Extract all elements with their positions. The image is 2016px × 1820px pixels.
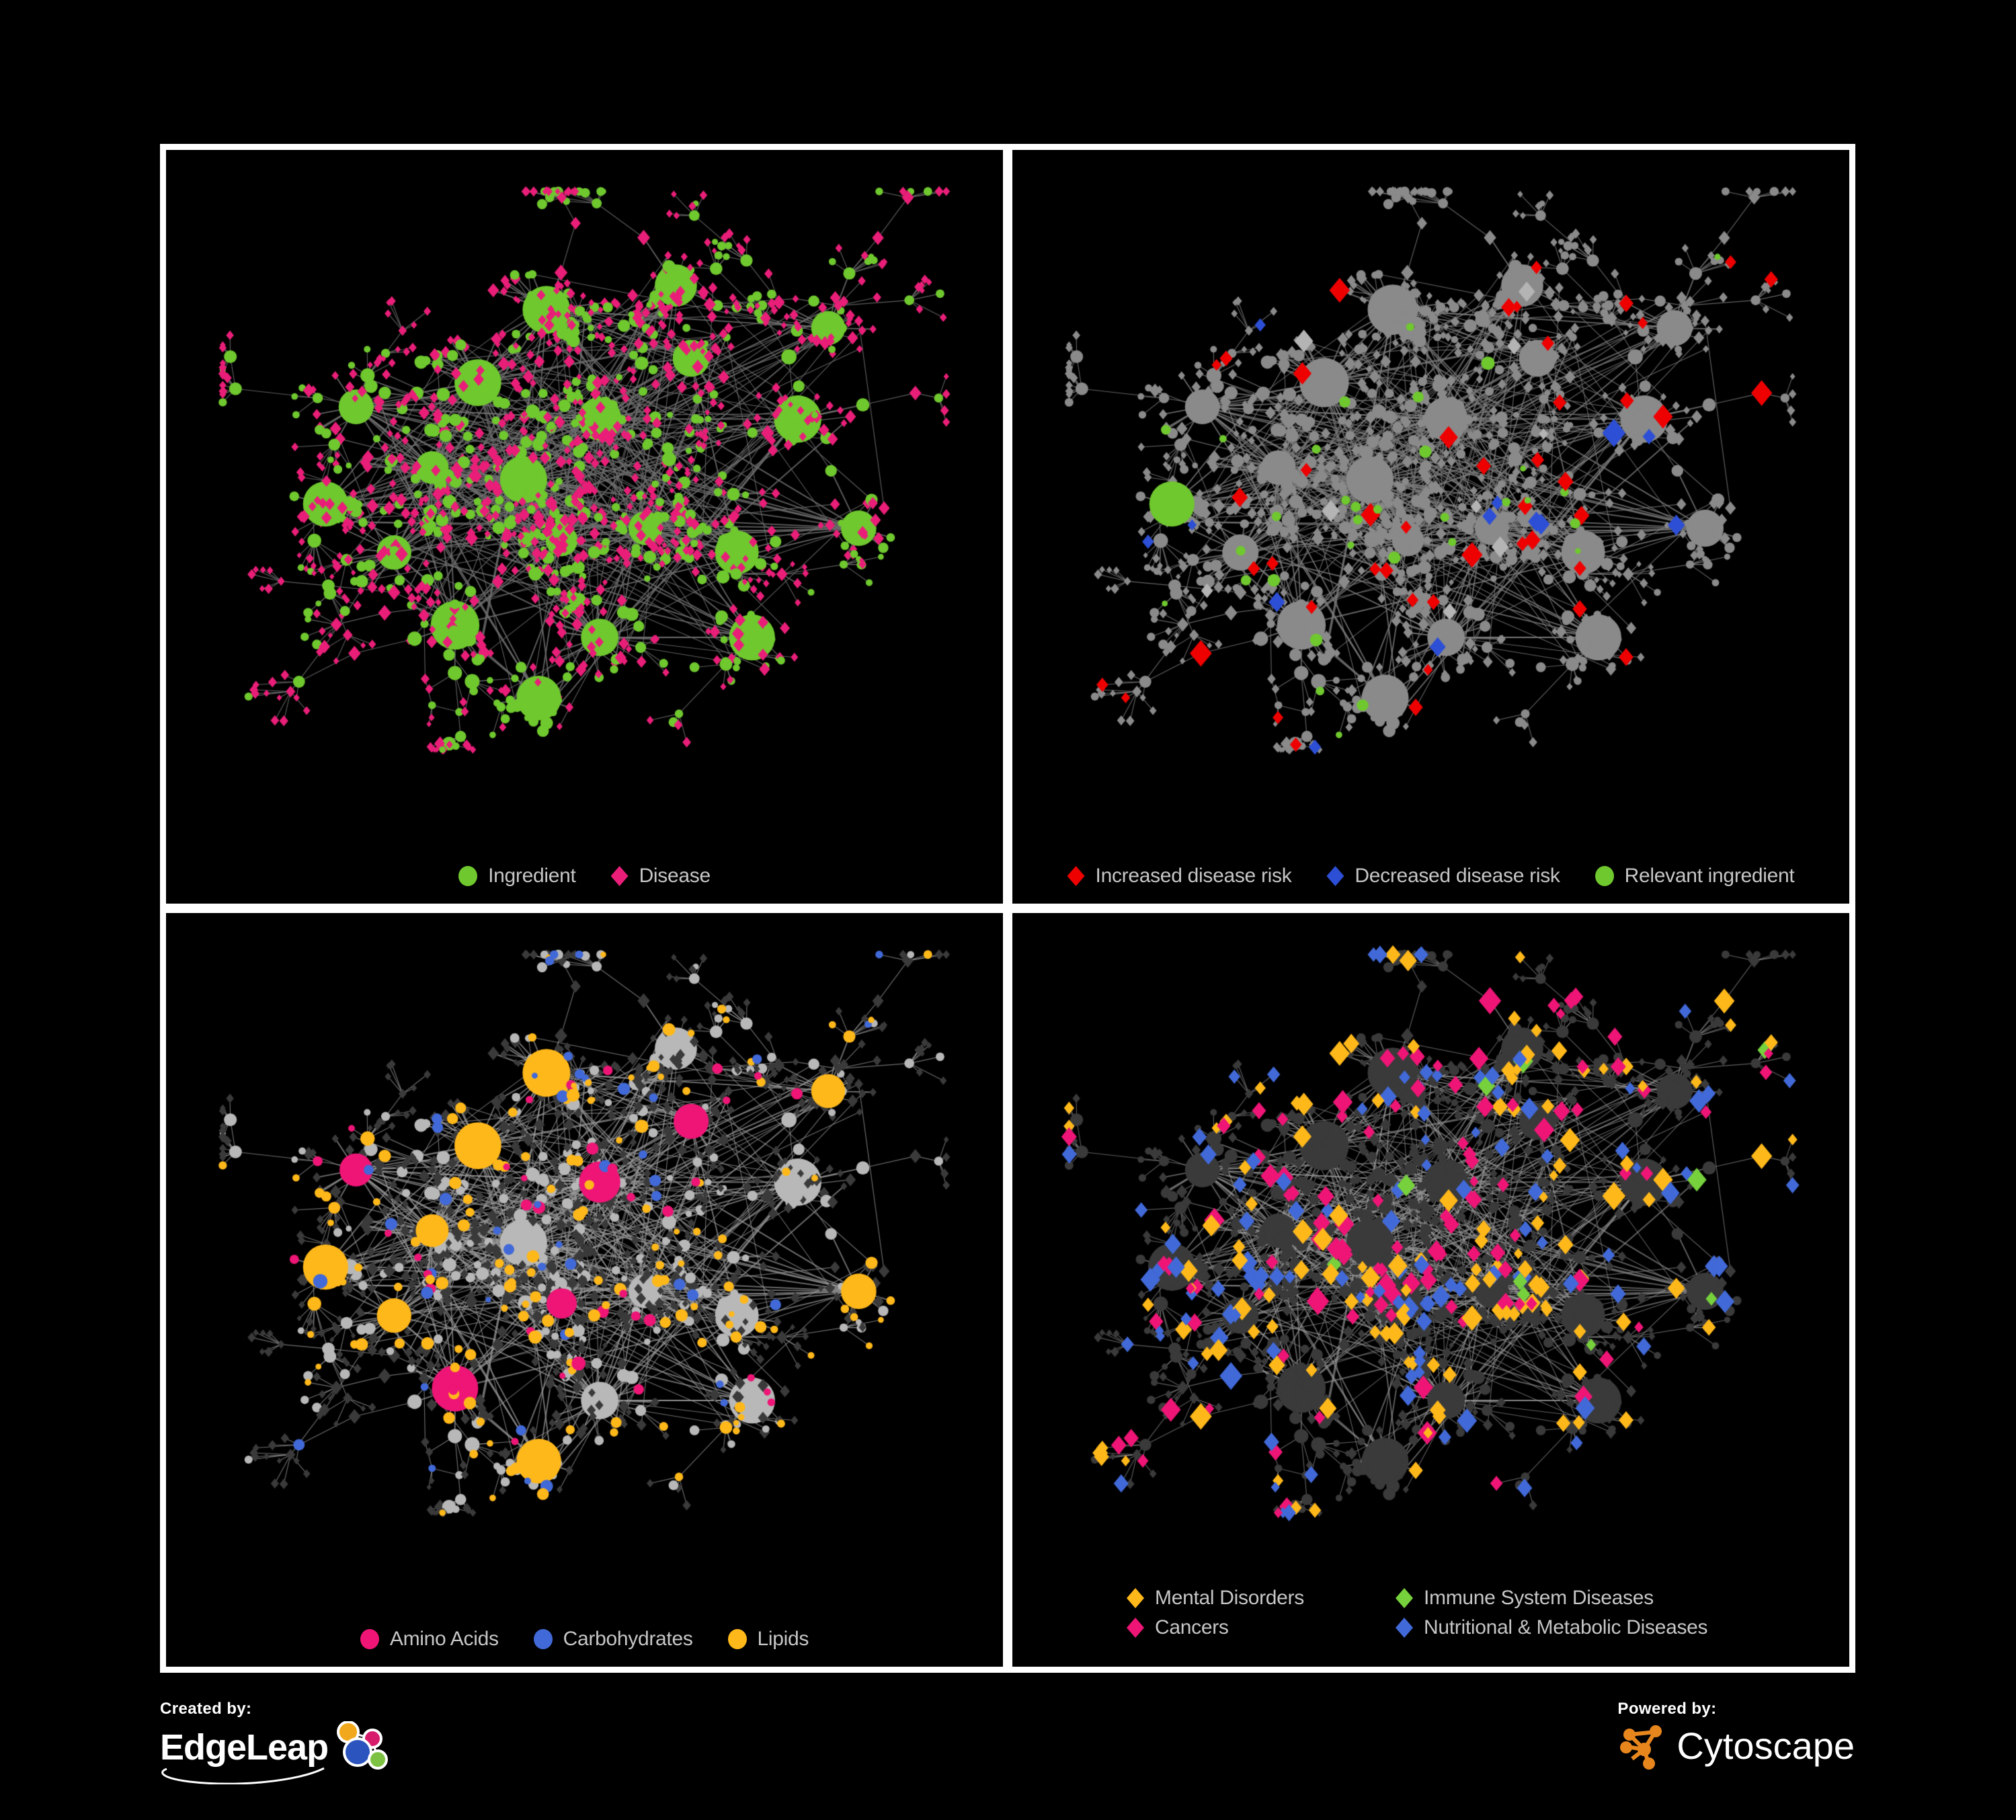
edgeleap-branding: Created by: EdgeLeap <box>160 1700 393 1784</box>
panel-d-network-canvas <box>1012 913 1849 1667</box>
edgeleap-swoosh <box>161 1767 325 1784</box>
panel-a-network-canvas <box>166 150 1003 904</box>
panel-grid: Ingredient Disease Increased disease risk… <box>160 144 1855 1673</box>
panel-d-disease-category: Mental Disorders Immune System Diseases Ca… <box>1012 913 1849 1667</box>
panel-c-network-canvas <box>166 913 1003 1667</box>
panel-a-ingredient-disease: Ingredient Disease <box>166 150 1003 904</box>
cytoscape-branding: Powered by: <box>1617 1700 1855 1771</box>
cytoscape-wordmark: Cytoscape <box>1677 1725 1855 1767</box>
powered-by-label: Powered by: <box>1617 1700 1717 1718</box>
created-by-label: Created by: <box>160 1700 252 1718</box>
edgeleap-logo-icon <box>337 1721 389 1770</box>
cytoscape-logo-icon <box>1620 1725 1662 1770</box>
panel-c-nutrient-class: Amino Acids Carbohydrates Lipids <box>166 913 1003 1667</box>
panel-b-disease-risk: Increased disease risk Decreased disease … <box>1012 150 1849 904</box>
edgeleap-wordmark: EdgeLeap <box>160 1727 329 1768</box>
panel-b-network-canvas <box>1012 150 1849 904</box>
figure-footer: Created by: EdgeLeap Powered by: <box>160 1688 1856 1815</box>
